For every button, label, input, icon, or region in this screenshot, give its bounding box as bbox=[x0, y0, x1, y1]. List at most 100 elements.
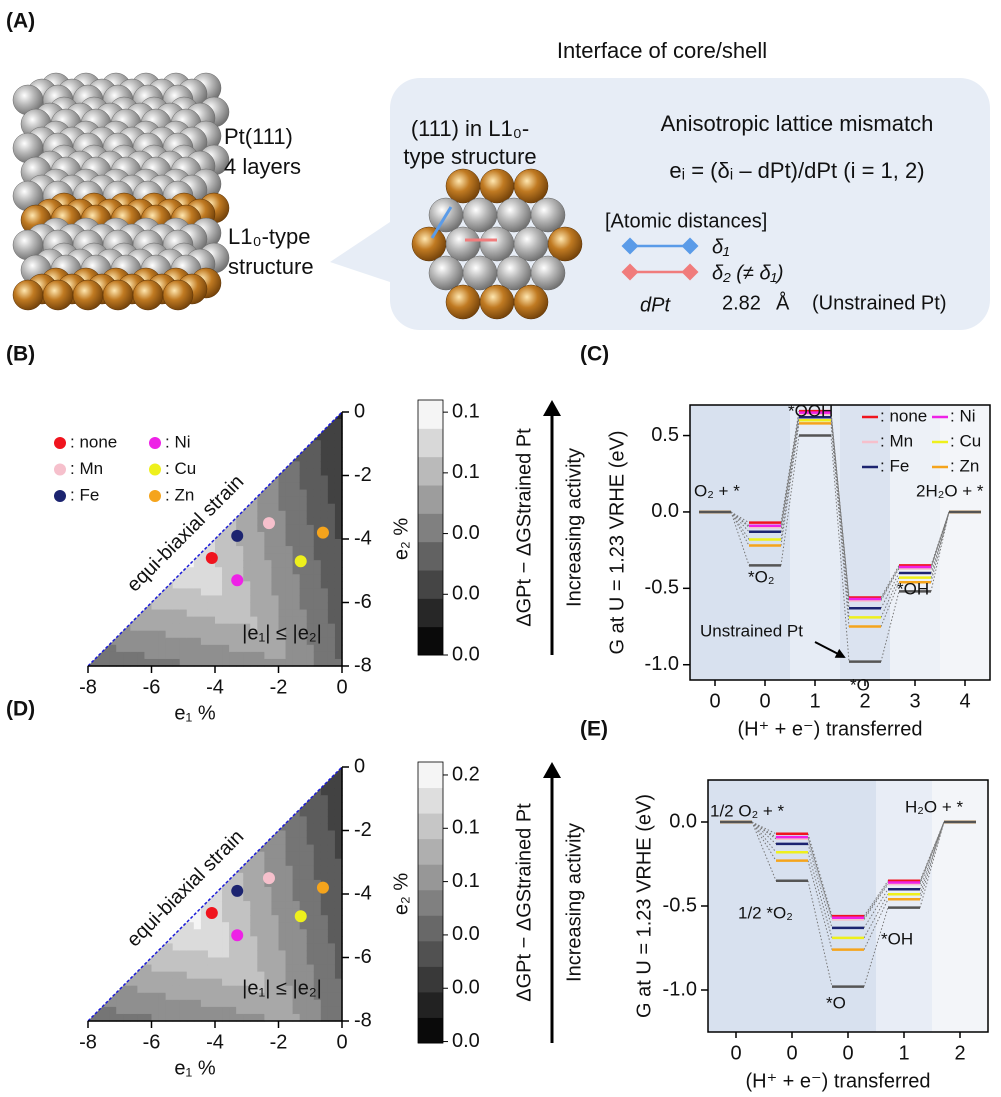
contour-cell bbox=[264, 1000, 272, 1008]
contour-cell bbox=[166, 603, 174, 611]
contour-cell bbox=[159, 958, 167, 966]
contour-cell bbox=[307, 652, 315, 660]
contour-cell bbox=[271, 588, 279, 596]
contour-cell bbox=[307, 539, 315, 547]
contour-cell bbox=[307, 595, 315, 603]
y-tick-label: -1.0 bbox=[645, 653, 679, 675]
contour-cell bbox=[293, 490, 301, 498]
contour-cell bbox=[257, 908, 265, 916]
contour-cell bbox=[279, 560, 287, 568]
contour-cell bbox=[250, 880, 258, 888]
state-label: H₂O + * bbox=[905, 797, 963, 816]
contour-cell bbox=[300, 610, 308, 618]
contour-cell bbox=[321, 567, 329, 575]
contour-cell bbox=[159, 1000, 167, 1008]
contour-cell bbox=[286, 603, 294, 611]
legend-marker bbox=[149, 464, 161, 476]
contour-cell bbox=[257, 511, 265, 519]
legend-label: : Ni bbox=[950, 406, 976, 425]
contour-cell bbox=[286, 894, 294, 902]
contour-cell bbox=[123, 652, 131, 660]
contour-cell bbox=[328, 908, 336, 916]
atom-stack bbox=[13, 73, 229, 310]
contour-cell bbox=[194, 581, 202, 589]
contour-cell bbox=[328, 901, 336, 909]
contour-cell bbox=[279, 929, 287, 937]
contour-cell bbox=[180, 574, 188, 582]
contour-cell bbox=[257, 950, 265, 958]
inset-title: type structure bbox=[403, 144, 536, 169]
contour-cell bbox=[144, 965, 152, 973]
contour-cell bbox=[307, 468, 315, 476]
contour-cell bbox=[328, 838, 336, 846]
contour-cell bbox=[328, 645, 336, 653]
contour-cell bbox=[187, 567, 195, 575]
contour-cell bbox=[293, 845, 301, 853]
contour-cell bbox=[300, 831, 308, 839]
contour-cell bbox=[264, 497, 272, 505]
contour-cell bbox=[236, 567, 244, 575]
y-tick-label: -6 bbox=[354, 591, 372, 613]
contour-cell bbox=[243, 567, 251, 575]
contour-cell bbox=[314, 943, 322, 951]
contour-cell bbox=[222, 546, 230, 554]
contour-cell bbox=[215, 603, 223, 611]
contour-cell bbox=[250, 859, 258, 867]
contour-cell bbox=[208, 645, 216, 653]
contour-cell bbox=[286, 567, 294, 575]
legend-label: : Cu bbox=[950, 431, 981, 450]
contour-cell bbox=[286, 539, 294, 547]
contour-cell bbox=[243, 588, 251, 596]
contour-cell bbox=[215, 922, 223, 930]
contour-cell bbox=[321, 972, 329, 980]
contour-cell bbox=[286, 929, 294, 937]
contour-cell bbox=[222, 617, 230, 625]
contour-cell bbox=[286, 838, 294, 846]
contour-cell bbox=[201, 965, 209, 973]
contour-cell bbox=[300, 894, 308, 902]
contour-cell bbox=[152, 624, 160, 632]
contour-cell bbox=[293, 476, 301, 484]
contour-cell bbox=[194, 610, 202, 618]
contour-cell bbox=[137, 972, 145, 980]
contour-cell bbox=[300, 504, 308, 512]
contour-cell bbox=[300, 866, 308, 874]
contour-cell bbox=[300, 845, 308, 853]
contour-cell bbox=[328, 823, 336, 831]
legend-marker bbox=[149, 490, 161, 502]
contour-cell bbox=[215, 958, 223, 966]
contour-cell bbox=[222, 915, 230, 923]
y-tick-label: -4 bbox=[354, 527, 372, 549]
contour-cell bbox=[250, 943, 258, 951]
equation: eᵢ = (δᵢ – dPt)/dPt (i = 1, 2) bbox=[669, 158, 924, 183]
contour-cell bbox=[194, 915, 202, 923]
contour-cell bbox=[130, 631, 138, 639]
contour-cell bbox=[201, 958, 209, 966]
contour-cell bbox=[236, 603, 244, 611]
legend-marker bbox=[54, 464, 66, 476]
contour-cell bbox=[208, 567, 216, 575]
contour-cell bbox=[229, 595, 237, 603]
contour-cell bbox=[173, 1000, 181, 1008]
contour-cell bbox=[243, 901, 251, 909]
contour-cell bbox=[328, 447, 336, 455]
contour-cell bbox=[293, 965, 301, 973]
atom bbox=[463, 256, 497, 290]
contour-cell bbox=[279, 887, 287, 895]
contour-cell bbox=[328, 638, 336, 646]
contour-cell bbox=[307, 525, 315, 533]
contour-cell bbox=[264, 887, 272, 895]
colorbar-tick-label: 0.1 bbox=[452, 870, 480, 892]
contour-cell bbox=[286, 965, 294, 973]
contour-cell bbox=[208, 965, 216, 973]
contour-cell bbox=[279, 880, 287, 888]
y-axis-label: e₂ % bbox=[390, 518, 412, 560]
contour-cell bbox=[130, 979, 138, 987]
contour-cell bbox=[208, 595, 216, 603]
contour-cell bbox=[328, 603, 336, 611]
atom bbox=[43, 280, 73, 310]
contour-cell bbox=[187, 986, 195, 994]
contour-cell bbox=[257, 1000, 265, 1008]
contour-cell bbox=[194, 574, 202, 582]
contour-cell bbox=[229, 950, 237, 958]
